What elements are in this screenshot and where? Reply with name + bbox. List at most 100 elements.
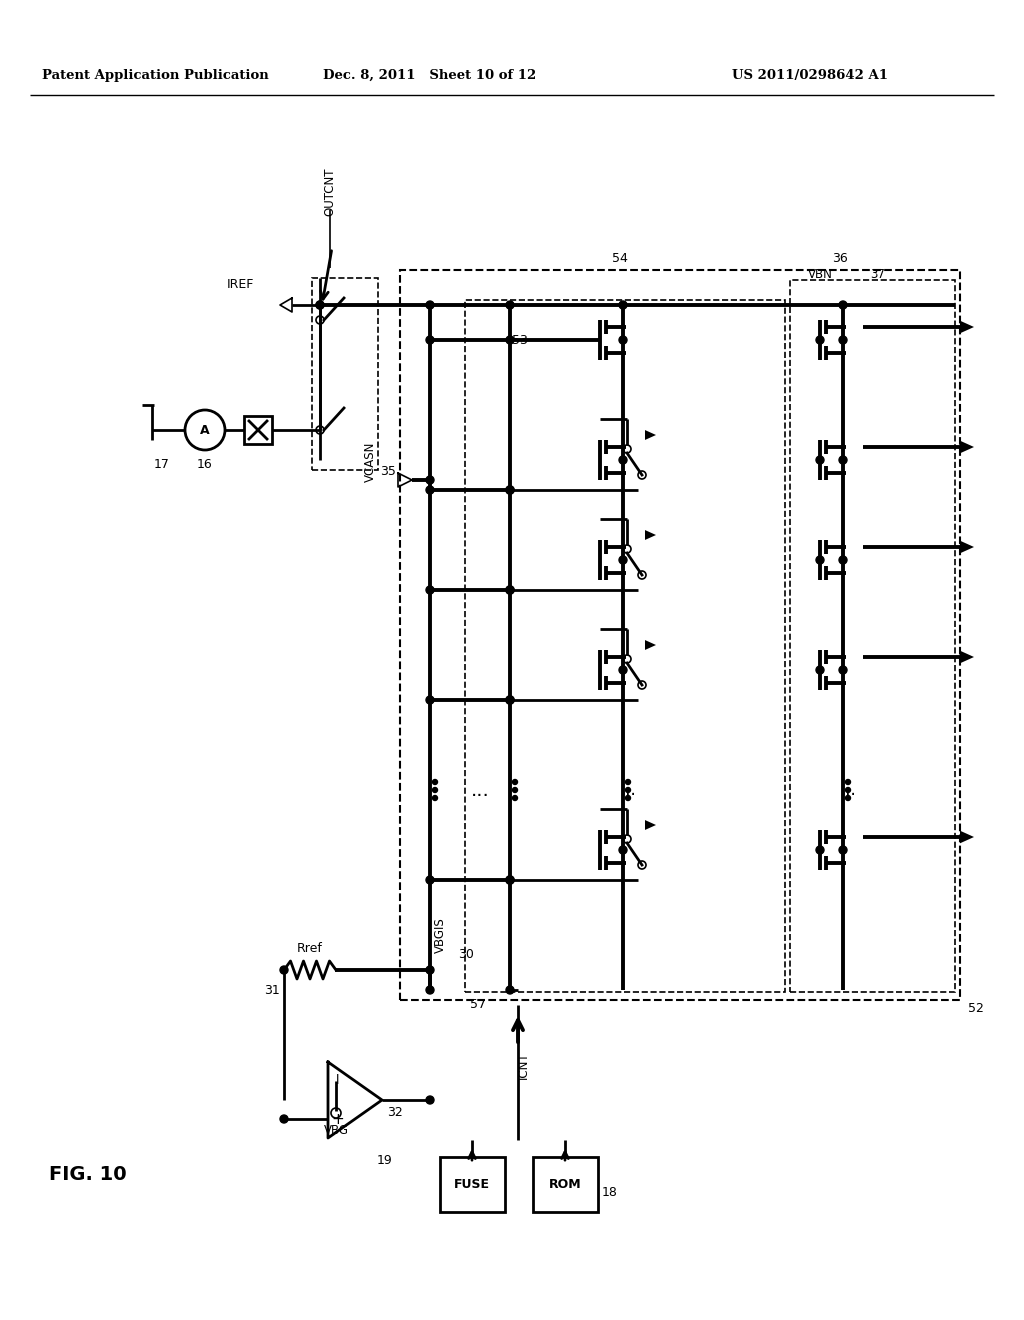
Text: 32: 32 [387, 1106, 402, 1118]
Circle shape [280, 1115, 288, 1123]
Text: 52: 52 [968, 1002, 984, 1015]
Circle shape [839, 667, 847, 675]
Text: US 2011/0298642 A1: US 2011/0298642 A1 [732, 69, 888, 82]
Text: 18: 18 [602, 1187, 617, 1200]
Circle shape [618, 846, 627, 854]
Text: Rref: Rref [297, 941, 323, 954]
Circle shape [426, 301, 434, 309]
Circle shape [506, 986, 514, 994]
Circle shape [816, 846, 824, 854]
Text: OUTCNT: OUTCNT [324, 168, 337, 216]
Bar [790, 280, 955, 993]
Text: 31: 31 [264, 983, 280, 997]
Circle shape [506, 486, 514, 494]
Text: +: + [332, 1111, 344, 1126]
Text: VBGIS: VBGIS [433, 917, 446, 953]
Text: ICNT: ICNT [516, 1051, 529, 1078]
Circle shape [512, 788, 517, 792]
Circle shape [816, 455, 824, 465]
Text: Dec. 8, 2011   Sheet 10 of 12: Dec. 8, 2011 Sheet 10 of 12 [324, 69, 537, 82]
Circle shape [506, 876, 514, 884]
Text: ...: ... [840, 781, 856, 799]
Circle shape [816, 337, 824, 345]
Circle shape [280, 966, 288, 974]
Text: VCASN: VCASN [364, 442, 377, 482]
Text: 57: 57 [470, 998, 486, 1011]
Circle shape [512, 796, 517, 800]
Bar [244, 416, 272, 444]
Circle shape [506, 586, 514, 594]
Text: IREF: IREF [226, 279, 254, 292]
Circle shape [839, 301, 847, 309]
Circle shape [626, 796, 631, 800]
Circle shape [506, 696, 514, 704]
Circle shape [426, 486, 434, 494]
Circle shape [426, 876, 434, 884]
Circle shape [426, 477, 434, 484]
Circle shape [512, 780, 517, 784]
Polygon shape [645, 640, 656, 649]
Text: ...: ... [471, 780, 489, 800]
Circle shape [626, 780, 631, 784]
Circle shape [626, 788, 631, 792]
Polygon shape [961, 541, 974, 553]
Text: VBG: VBG [324, 1125, 348, 1138]
Text: 19: 19 [377, 1154, 393, 1167]
Text: 36: 36 [833, 252, 848, 264]
Text: ...: ... [621, 781, 636, 799]
Circle shape [839, 556, 847, 564]
Polygon shape [961, 321, 974, 333]
Polygon shape [645, 531, 656, 540]
Circle shape [816, 667, 824, 675]
Circle shape [839, 337, 847, 345]
Circle shape [426, 586, 434, 594]
Text: l: l [336, 1074, 340, 1088]
Circle shape [432, 796, 437, 800]
Polygon shape [645, 430, 656, 440]
Circle shape [846, 796, 851, 800]
Text: FIG. 10: FIG. 10 [49, 1166, 127, 1184]
Circle shape [839, 455, 847, 465]
Text: 17: 17 [154, 458, 170, 471]
Text: ROM: ROM [549, 1179, 582, 1192]
Circle shape [846, 780, 851, 784]
Circle shape [426, 966, 434, 974]
Circle shape [316, 301, 324, 309]
Circle shape [618, 455, 627, 465]
Bar [312, 279, 378, 470]
Circle shape [839, 846, 847, 854]
Circle shape [316, 301, 324, 309]
Circle shape [426, 696, 434, 704]
Polygon shape [961, 441, 974, 453]
Polygon shape [961, 651, 974, 663]
Circle shape [432, 780, 437, 784]
Text: 37: 37 [870, 268, 885, 281]
Text: FUSE: FUSE [454, 1179, 490, 1192]
Bar [465, 300, 785, 993]
Text: 30: 30 [458, 949, 474, 961]
Circle shape [618, 301, 627, 309]
Text: 54: 54 [612, 252, 628, 264]
Polygon shape [645, 820, 656, 830]
Text: VBN: VBN [808, 268, 833, 281]
Bar [400, 271, 961, 1001]
Circle shape [506, 301, 514, 309]
Circle shape [426, 986, 434, 994]
Text: Patent Application Publication: Patent Application Publication [42, 69, 268, 82]
Circle shape [426, 337, 434, 345]
Circle shape [432, 788, 437, 792]
Text: 35: 35 [380, 465, 396, 478]
Circle shape [426, 1096, 434, 1104]
Text: 53: 53 [512, 334, 528, 346]
Circle shape [506, 337, 514, 345]
Text: A: A [200, 424, 210, 437]
Text: 16: 16 [198, 458, 213, 471]
Bar [534, 1158, 598, 1212]
Polygon shape [961, 830, 974, 843]
Circle shape [618, 337, 627, 345]
Bar [440, 1158, 505, 1212]
Circle shape [816, 556, 824, 564]
Circle shape [618, 556, 627, 564]
Circle shape [846, 788, 851, 792]
Circle shape [618, 667, 627, 675]
